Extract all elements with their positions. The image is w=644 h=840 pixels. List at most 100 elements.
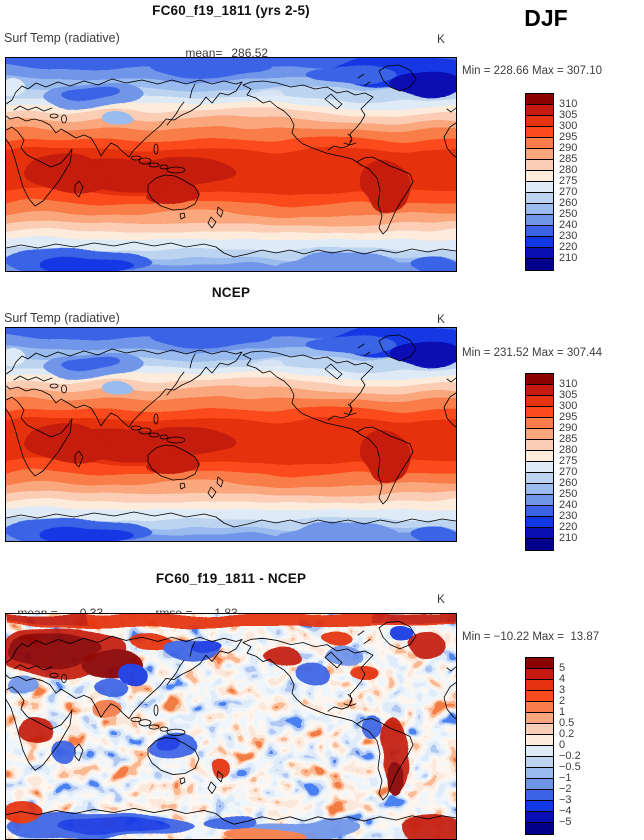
colorbar-segment — [526, 801, 553, 812]
panel1-variable-label: Surf Temp (radiative) — [4, 31, 120, 45]
colorbar-tick-label: −2 — [559, 783, 572, 796]
colorbar-segment — [526, 517, 553, 528]
colorbar-segment — [526, 429, 553, 440]
colorbar-segment — [526, 823, 553, 834]
map-model-svg — [6, 58, 456, 271]
colorbar-tick-label: 295 — [559, 131, 578, 144]
colorbar-segment — [526, 138, 553, 149]
colorbar-tick-label: 285 — [559, 153, 578, 166]
colorbar-segment — [526, 385, 553, 396]
colorbar-tick-label: 285 — [559, 433, 578, 446]
colorbar-tick-label: 240 — [559, 499, 578, 512]
colorbar-tick-label: 270 — [559, 466, 578, 479]
colorbar-segment — [526, 757, 553, 768]
colorbar-segment — [526, 484, 553, 495]
colorbar-segment — [526, 374, 553, 385]
colorbar-tick-label: 305 — [559, 389, 578, 402]
colorbar-tick-label: 0.5 — [559, 717, 575, 730]
colorbar-segment — [526, 462, 553, 473]
colorbar-tick-label: 240 — [559, 219, 578, 232]
colorbar-tick-label: 210 — [559, 532, 578, 545]
colorbar-segment — [526, 506, 553, 517]
colorbar-segment — [526, 812, 553, 823]
colorbar-segment — [526, 396, 553, 407]
colorbar-tick-label: 275 — [559, 455, 578, 468]
panel1-units: K — [436, 32, 445, 46]
colorbar-segment — [526, 680, 553, 691]
colorbar-tick-label: 295 — [559, 411, 578, 424]
colorbar-segment — [526, 528, 553, 539]
panel2-colorbar: 310 305 300 295 290 285 280 275 270 260 250 240 230 2… — [525, 373, 577, 551]
colorbar-tick-label: 275 — [559, 175, 578, 188]
colorbar-tick-label: 290 — [559, 422, 578, 435]
colorbar-tick-label: 1 — [559, 706, 566, 719]
colorbar-tick-label: 280 — [559, 164, 578, 177]
colorbar-segment — [526, 779, 553, 790]
panel1-colorbar: 310 305 300 295 290 285 280 275 270 260 250 240 230 2… — [525, 93, 577, 271]
colorbar-tick-label: 260 — [559, 197, 578, 210]
colorbar-tick-label: 3 — [559, 684, 566, 697]
colorbar-tick-label: 2 — [559, 695, 566, 708]
colorbar-tick-label: 4 — [559, 673, 566, 686]
colorbar-tick-label: 0 — [559, 739, 566, 752]
colorbar-segment — [526, 237, 553, 248]
colorbar-segment — [526, 724, 553, 735]
colorbar-segment — [526, 226, 553, 237]
panel2-minmax: Min = 231.52 Max = 307.44 — [462, 347, 603, 359]
colorbar-tick-label: 210 — [559, 252, 578, 265]
colorbar-segment — [526, 215, 553, 226]
colorbar-tick-label: −4 — [559, 805, 572, 818]
colorbar-tick-label: −5 — [559, 816, 572, 829]
panel3-colorbar: 5 4 3 2 1 0.5 0.2 0 −0.2 −0.5 −1 −2 −3 −4 −5 — [525, 657, 581, 835]
colorbar-tick-label: 260 — [559, 477, 578, 490]
colorbar-segment — [526, 768, 553, 779]
panel1-mean-label: mean= — [185, 46, 223, 60]
panel3-title: FC60_f19_1811 - NCEP — [155, 571, 307, 586]
colorbar-segment — [526, 658, 553, 669]
colorbar-tick-label: 300 — [559, 400, 578, 413]
colorbar-segment — [526, 105, 553, 116]
colorbar-tick-label: −0.2 — [559, 750, 581, 763]
colorbar-segment — [526, 116, 553, 127]
colorbar-segment — [526, 94, 553, 105]
colorbar-tick-label: 5 — [559, 662, 566, 675]
map-model-surface-temp — [5, 57, 457, 272]
colorbar-tick-label: 305 — [559, 109, 578, 122]
colorbar-tick-label: 0.2 — [559, 728, 575, 741]
colorbar-segment — [526, 440, 553, 451]
colorbar-segment — [526, 691, 553, 702]
map-difference-svg — [6, 614, 456, 839]
colorbar-segment — [526, 149, 553, 160]
colorbar-segment — [526, 539, 553, 550]
colorbar-segment — [526, 495, 553, 506]
colorbar-segment — [526, 407, 553, 418]
colorbar-tick-label: 250 — [559, 208, 578, 221]
colorbar-tick-label: 230 — [559, 510, 578, 523]
colorbar-segment — [526, 451, 553, 462]
panel3-minmax: Min = −10.22 Max = 13.87 — [462, 631, 600, 643]
colorbar-segment — [526, 193, 553, 204]
colorbar-segment — [526, 127, 553, 138]
colorbar-tick-label: 280 — [559, 444, 578, 457]
colorbar-segment — [526, 259, 553, 270]
colorbar-segment — [526, 171, 553, 182]
colorbar-tick-label: 310 — [559, 378, 578, 391]
colorbar-segment — [526, 713, 553, 724]
colorbar-tick-label: 310 — [559, 98, 578, 111]
colorbar-tick-label: −3 — [559, 794, 572, 807]
panel2-title: NCEP — [211, 285, 251, 300]
panel2-variable-label: Surf Temp (radiative) — [4, 311, 120, 325]
colorbar-tick-label: −0.5 — [559, 761, 581, 774]
colorbar-tick-label: 220 — [559, 241, 578, 254]
panel1-mean-value: 286.52 — [231, 46, 269, 60]
colorbar-segment — [526, 248, 553, 259]
panel1-title: FC60_f19_1811 (yrs 2-5) — [152, 3, 310, 18]
colorbar-segment — [526, 160, 553, 171]
panel1-mean-stat: mean= 286.52 — [172, 32, 268, 74]
colorbar-tick-label: 220 — [559, 521, 578, 534]
colorbar-tick-label: 300 — [559, 120, 578, 133]
colorbar-tick-label: 290 — [559, 142, 578, 155]
colorbar-tick-label: 270 — [559, 186, 578, 199]
colorbar-segment — [526, 204, 553, 215]
panel1-minmax: Min = 228.66 Max = 307.10 — [462, 65, 603, 77]
